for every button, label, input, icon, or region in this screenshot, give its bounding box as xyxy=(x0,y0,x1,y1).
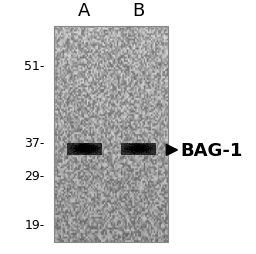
Text: 29-: 29- xyxy=(24,169,45,182)
Text: 19-: 19- xyxy=(24,218,45,231)
Bar xyxy=(54,27,168,242)
Text: B: B xyxy=(132,2,145,20)
Text: 37-: 37- xyxy=(24,137,45,150)
Text: 51-: 51- xyxy=(24,60,45,73)
Text: A: A xyxy=(78,2,90,20)
Text: BAG-1: BAG-1 xyxy=(180,141,243,159)
